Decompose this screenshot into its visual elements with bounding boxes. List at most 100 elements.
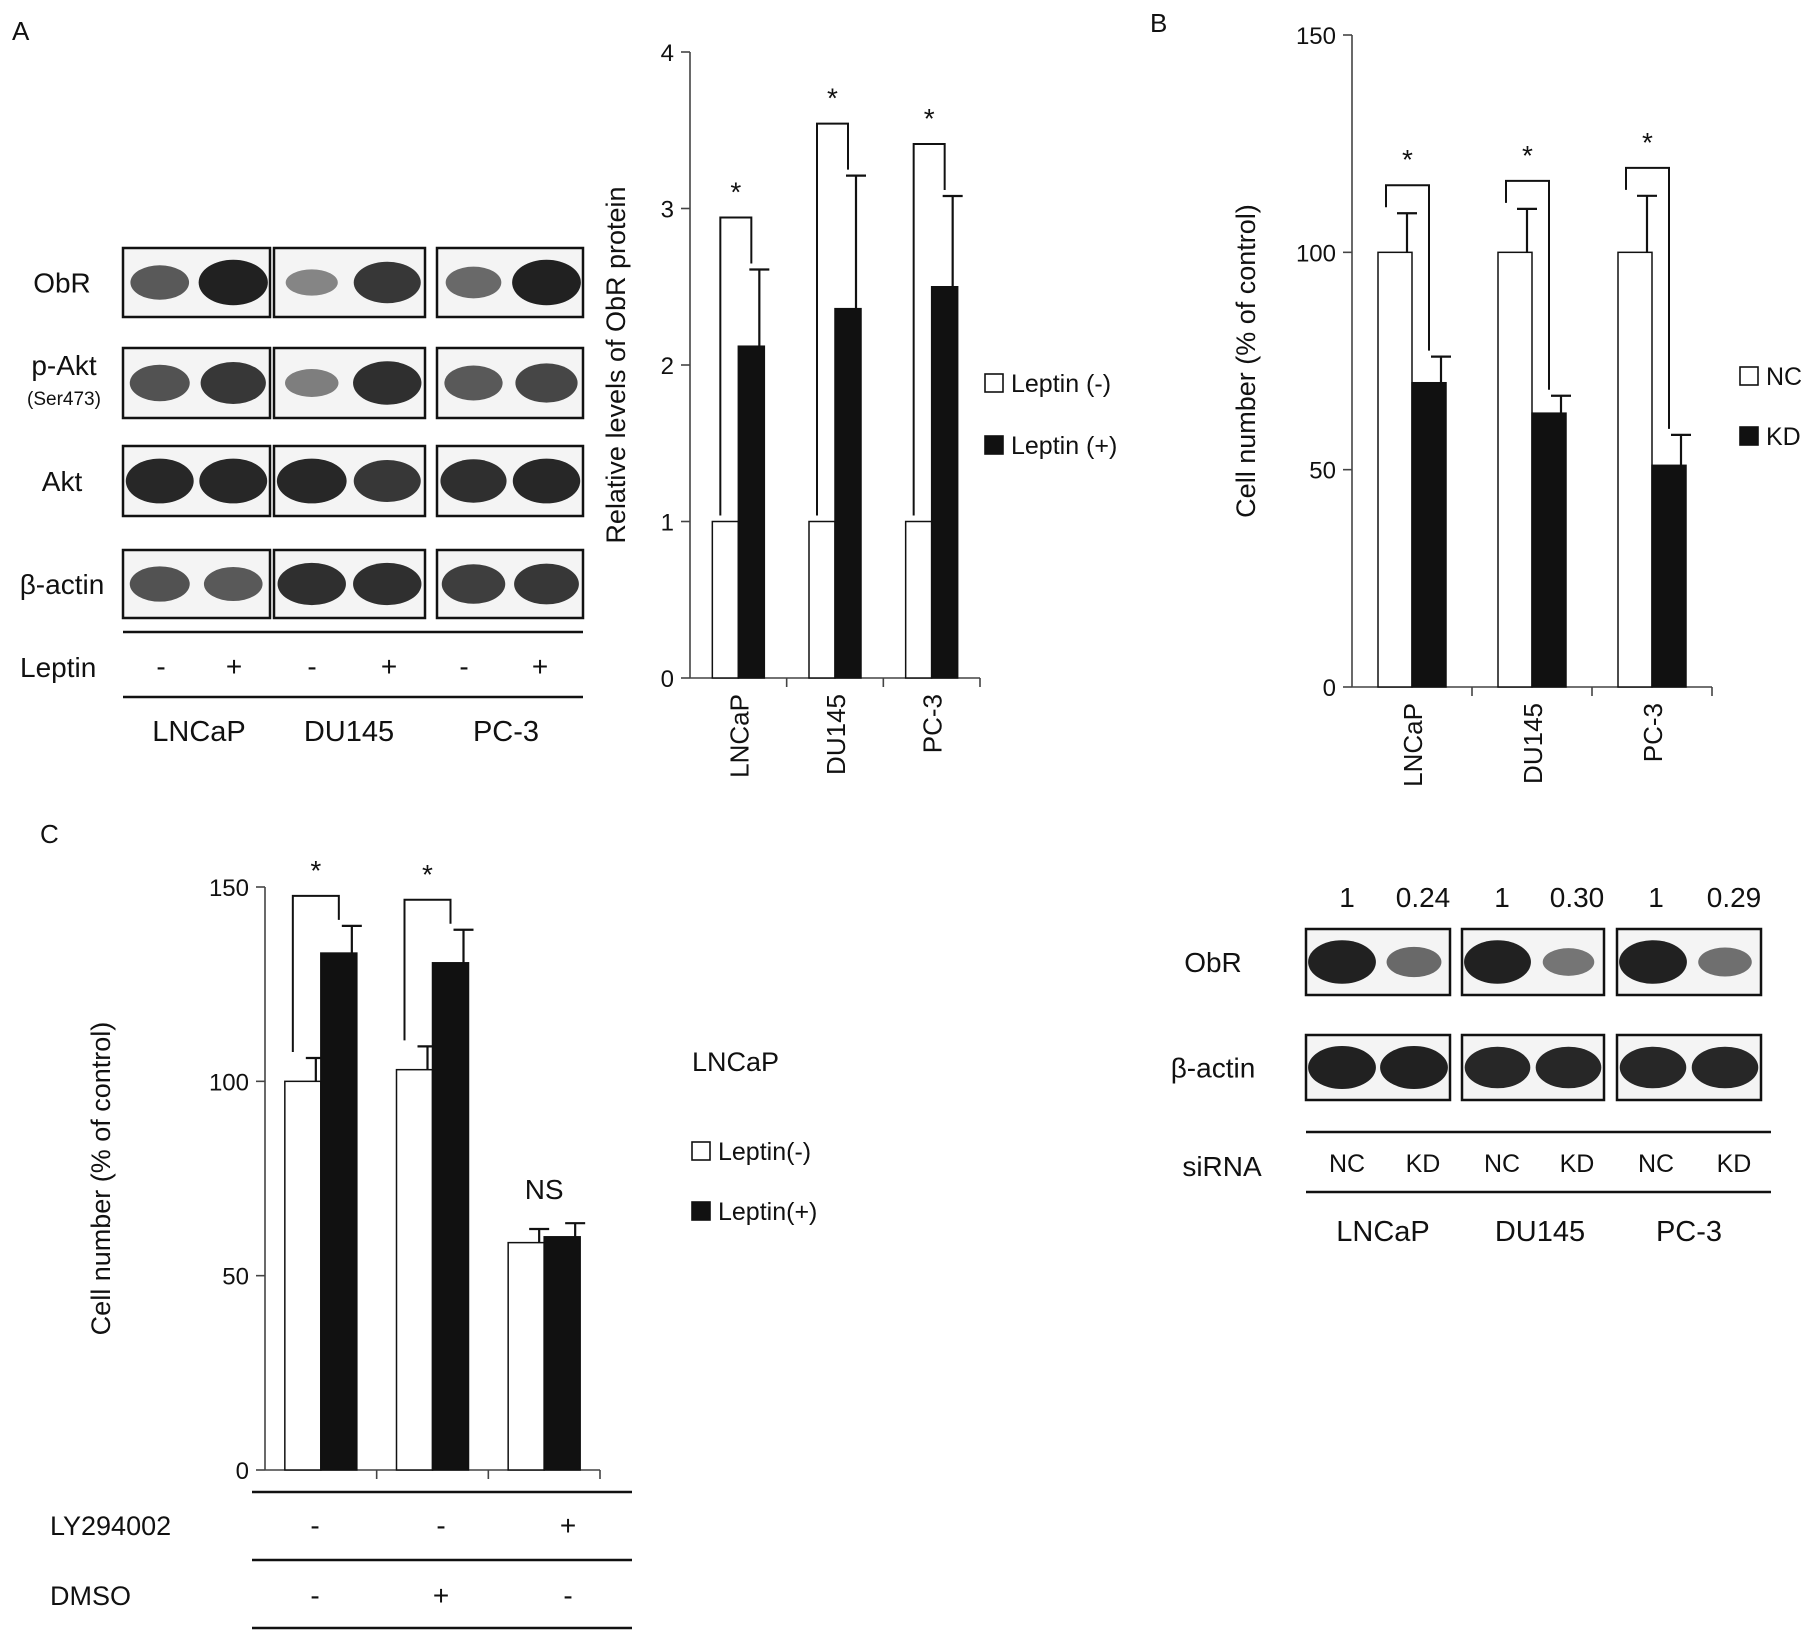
blot-b-lane-label: KD: [1406, 1150, 1441, 1178]
chart-b-bar-nc-3: [1617, 251, 1653, 688]
blot-b-lane-label: NC: [1329, 1150, 1365, 1178]
blot-b-band: [1542, 948, 1595, 976]
chart-c-legend-swatch-leptin: [691, 1141, 711, 1161]
chart-a-significance-star: *: [730, 177, 741, 208]
condition-label-ly294002: LY294002: [50, 1511, 171, 1541]
chart-c-bar-leptin-1: [320, 952, 358, 1471]
chart-c-bar-leptin-2: [395, 1068, 434, 1471]
chart-b-significance-star: *: [1402, 144, 1413, 175]
blot-a-band: [277, 562, 346, 606]
chart-b-significance-bracket: [1625, 166, 1670, 429]
blot-a-row-sublabel: (Ser473): [27, 389, 101, 410]
blot-a-band: [445, 266, 502, 299]
chart-c-bar-leptin-1: [284, 1080, 322, 1471]
chart-a-bar-leptin-2: [834, 307, 862, 679]
treatment-table-c: LY294002 - - + DMSO - + -: [50, 1490, 632, 1630]
chart-a-y-tick-label: 2: [661, 353, 674, 380]
chart-a-significance-star: *: [924, 103, 935, 134]
blot-a-band: [512, 458, 581, 504]
blot-a-band: [199, 458, 268, 504]
bar-chart-a: 0 1 2 3 4 Relative levels of ObR protein * LNCa…: [601, 40, 1117, 778]
chart-a-bar-leptin-3: [904, 520, 933, 679]
chart-c-significance-label: NS: [525, 1174, 564, 1205]
blot-a-cell-line-label: LNCaP: [152, 716, 246, 748]
panel-label-a: A: [12, 16, 30, 46]
condition-sign: -: [310, 1510, 319, 1541]
blot-b-band: [1308, 1046, 1376, 1089]
condition-sign: -: [563, 1580, 572, 1611]
western-blot-a: ObR p-Akt (Ser473) Akt β-actin Leptin - + - + - + LN…: [20, 246, 585, 748]
blot-a-band: [203, 567, 263, 601]
blot-a-cell-line-label: PC-3: [473, 716, 539, 748]
chart-a-y-tick-label: 3: [661, 197, 674, 224]
chart-a-significance-bracket: [816, 122, 849, 516]
blot-b-quantification: 0.30: [1550, 882, 1605, 913]
blot-b-lane-label: NC: [1638, 1150, 1674, 1178]
panel-label-b: B: [1150, 8, 1167, 38]
chart-a-legend-swatch-leptin: [984, 435, 1004, 455]
chart-b-category-label: LNCaP: [1398, 703, 1428, 787]
blot-a-lane-sign: -: [156, 651, 165, 682]
chart-c-significance-bracket: [291, 894, 340, 1053]
blot-a-band: [353, 361, 422, 405]
blot-a-treatment-label: Leptin: [20, 652, 96, 683]
western-blot-b: 1 0.24 1 0.30 1 0.29 ObR β-actin siRNA NC KD NC KD NC…: [1171, 882, 1771, 1248]
chart-c-bar-leptin-3: [507, 1241, 545, 1471]
bar-chart-c: 0 50 100 150 Cell number (% of control) * * NS L…: [86, 855, 817, 1485]
chart-c-y-tick-label: 150: [209, 875, 249, 902]
blot-b-band: [1691, 1046, 1759, 1089]
chart-c-legend-label-leptin: Leptin(+): [718, 1198, 817, 1226]
chart-a-y-tick-label: 1: [661, 510, 674, 537]
chart-a-y-tick-label: 4: [661, 40, 674, 67]
blot-a-lane-sign: +: [532, 651, 548, 682]
chart-b-bar-nc-2: [1497, 251, 1533, 688]
chart-a-legend-label-leptin: Leptin (-): [1011, 370, 1111, 398]
chart-b-category-label: PC-3: [1638, 703, 1668, 762]
chart-a-legend-swatch-leptin: [984, 373, 1004, 393]
blot-b-band: [1464, 940, 1531, 984]
chart-c-legend-swatch-leptin: [691, 1201, 711, 1221]
chart-b-bar-kd-1: [1411, 381, 1447, 688]
chart-b-significance-star: *: [1522, 140, 1533, 171]
blot-b-quantification: 0.24: [1396, 882, 1451, 913]
chart-a-bar-leptin-3: [930, 286, 959, 679]
chart-a-significance-bracket: [912, 142, 946, 516]
blot-b-band: [1380, 1046, 1448, 1089]
blot-b-quantification: 0.29: [1707, 882, 1762, 913]
blot-a-band: [514, 563, 579, 605]
blot-a-band: [129, 566, 190, 602]
blot-b-band: [1619, 940, 1687, 984]
blot-a-band: [200, 362, 266, 404]
blot-a-row-label-akt: Akt: [42, 466, 83, 497]
chart-b-bar-nc-1: [1377, 251, 1413, 688]
chart-b-legend-label-nc: NC: [1766, 363, 1802, 391]
chart-b-legend-swatch-kd: [1739, 426, 1759, 446]
blot-b-treatment-label: siRNA: [1182, 1151, 1262, 1182]
blot-b-band: [1386, 946, 1442, 978]
condition-sign: +: [560, 1510, 576, 1541]
blot-b-cell-line-label: LNCaP: [1336, 1216, 1430, 1248]
blot-b-row-label-actin: β-actin: [1171, 1053, 1256, 1084]
blot-b-lane-label: KD: [1560, 1150, 1595, 1178]
condition-sign: -: [436, 1510, 445, 1541]
chart-a-category-label: PC-3: [918, 694, 948, 753]
blot-a-row-label-actin: β-actin: [20, 569, 105, 600]
blot-a-lane-sign: +: [381, 651, 397, 682]
blot-a-band: [285, 369, 339, 397]
chart-b-y-tick-label: 100: [1296, 240, 1336, 267]
chart-b-bar-kd-2: [1531, 412, 1567, 688]
blot-b-band: [1308, 940, 1376, 984]
chart-c-legend-title: LNCaP: [692, 1047, 779, 1077]
blot-a-band: [353, 562, 422, 606]
condition-sign: -: [310, 1580, 319, 1611]
chart-a-bar-leptin-1: [711, 520, 740, 679]
chart-c-bar-leptin-3: [543, 1236, 581, 1471]
chart-c-significance-star: *: [422, 859, 433, 890]
blot-b-lane-label: NC: [1484, 1150, 1520, 1178]
chart-a-bar-leptin-2: [808, 520, 836, 679]
chart-b-legend-swatch-nc: [1739, 366, 1759, 386]
blot-a-band: [276, 458, 347, 504]
blot-b-band: [1619, 1046, 1687, 1089]
blot-a-band: [198, 259, 268, 306]
